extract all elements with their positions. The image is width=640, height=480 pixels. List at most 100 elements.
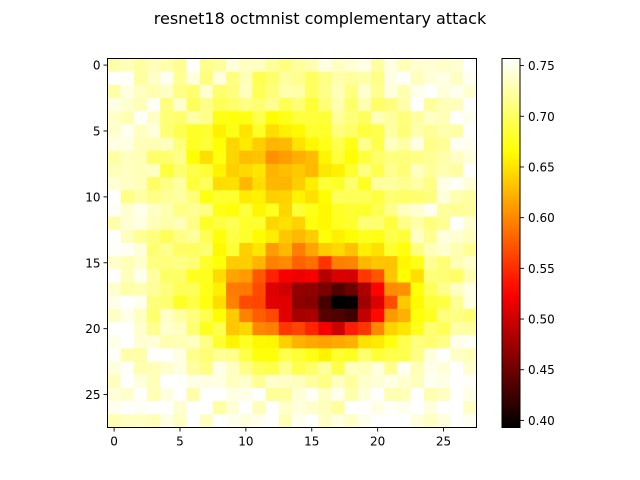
heatmap-cell: [331, 163, 346, 178]
heatmap-cell: [212, 84, 227, 99]
heatmap-cell: [173, 177, 188, 191]
heatmap-cell: [107, 414, 122, 428]
heatmap-cell: [318, 190, 333, 204]
heatmap-cell: [252, 322, 267, 336]
heatmap-cell: [252, 387, 267, 402]
heatmap-cell: [133, 137, 148, 152]
heatmap-cell: [318, 414, 333, 428]
heatmap-cell: [463, 282, 477, 297]
heatmap-cell: [371, 295, 385, 310]
heatmap-cell: [265, 282, 280, 297]
heatmap-cell: [160, 58, 174, 73]
heatmap-cell: [410, 137, 425, 152]
heatmap-cell: [160, 71, 174, 86]
colorbar-axis: 0.40 0.45 0.50 0.55 0.60 0.65 0.70 0.75: [520, 59, 555, 428]
x-axis: 0 5 10 15 20 25: [110, 427, 451, 449]
heatmap-cell: [318, 308, 333, 323]
heatmap-cell: [212, 216, 227, 231]
heatmap-cell: [436, 58, 451, 73]
heatmap-cell: [410, 229, 425, 244]
heatmap-cell: [384, 229, 398, 244]
heatmap-cell: [318, 98, 333, 112]
heatmap-cell: [305, 163, 319, 178]
heatmap-cell: [133, 229, 148, 244]
heatmap-cell: [318, 322, 333, 336]
heatmap-cell: [344, 150, 359, 165]
heatmap-cell: [331, 98, 346, 112]
heatmap-cell: [463, 111, 477, 125]
heatmap-cell: [120, 71, 135, 86]
heatmap-cell: [357, 111, 372, 125]
heatmap-cell: [397, 348, 412, 363]
heatmap-cell: [133, 84, 148, 99]
heatmap-cell: [160, 190, 174, 204]
heatmap-cell: [186, 137, 201, 152]
heatmap-cell: [450, 98, 464, 112]
heatmap-cell: [239, 71, 253, 86]
heatmap-cell: [120, 282, 135, 297]
heatmap-cell: [186, 190, 201, 204]
heatmap-cell: [265, 401, 280, 415]
heatmap-cell: [252, 58, 267, 73]
heatmap-cell: [133, 177, 148, 191]
heatmap-cell: [226, 374, 240, 389]
heatmap-cell: [305, 374, 319, 389]
heatmap-cell: [371, 124, 385, 139]
heatmap-cell: [384, 243, 398, 257]
heatmap-cell: [292, 177, 306, 191]
heatmap-cell: [292, 203, 306, 218]
heatmap-cell: [226, 335, 240, 349]
heatmap-cell: [226, 229, 240, 244]
heatmap-cell: [147, 137, 161, 152]
heatmap-cell: [423, 387, 438, 402]
heatmap-cell: [186, 177, 201, 191]
heatmap-cell: [199, 84, 214, 99]
heatmap-cell: [397, 137, 412, 152]
heatmap-cell: [397, 203, 412, 218]
heatmap-cell: [239, 58, 253, 73]
heatmap-cell: [450, 322, 464, 336]
heatmap-cell: [278, 177, 293, 191]
heatmap-cell: [160, 84, 174, 99]
heatmap-cell: [147, 203, 161, 218]
heatmap-cell: [278, 374, 293, 389]
heatmap-cell: [239, 177, 253, 191]
heatmap-cell: [265, 414, 280, 428]
heatmap-cell: [133, 374, 148, 389]
heatmap-cell: [436, 361, 451, 376]
heatmap-cell: [305, 361, 319, 376]
heatmap-cell: [147, 361, 161, 376]
heatmap-cell: [212, 98, 227, 112]
heatmap-cell: [147, 71, 161, 86]
heatmap-cell: [463, 256, 477, 270]
heatmap-cell: [212, 111, 227, 125]
heatmap-cell: [212, 322, 227, 336]
heatmap-cell: [344, 256, 359, 270]
heatmap-cell: [357, 269, 372, 284]
heatmap-cell: [318, 137, 333, 152]
heatmap-cell: [384, 71, 398, 86]
heatmap-cell: [357, 256, 372, 270]
heatmap-cell: [384, 124, 398, 139]
heatmap-cell: [173, 295, 188, 310]
heatmap-cell: [423, 58, 438, 73]
heatmap-cell: [292, 124, 306, 139]
heatmap-cell: [226, 387, 240, 402]
heatmap-cell: [410, 401, 425, 415]
heatmap-cell: [252, 84, 267, 99]
heatmap-cell: [199, 269, 214, 284]
heatmap-cell: [226, 216, 240, 231]
heatmap-cell: [397, 216, 412, 231]
heatmap-cell: [120, 58, 135, 73]
heatmap-cell: [371, 387, 385, 402]
heatmap-cell: [186, 111, 201, 125]
heatmap-cell: [199, 361, 214, 376]
heatmap-cell: [331, 269, 346, 284]
heatmap-cell: [318, 216, 333, 231]
heatmap-cell: [410, 163, 425, 178]
heatmap-cell: [252, 203, 267, 218]
heatmap-cell: [436, 84, 451, 99]
heatmap-cell: [463, 137, 477, 152]
heatmap-cell: [357, 308, 372, 323]
heatmap-cell: [410, 414, 425, 428]
